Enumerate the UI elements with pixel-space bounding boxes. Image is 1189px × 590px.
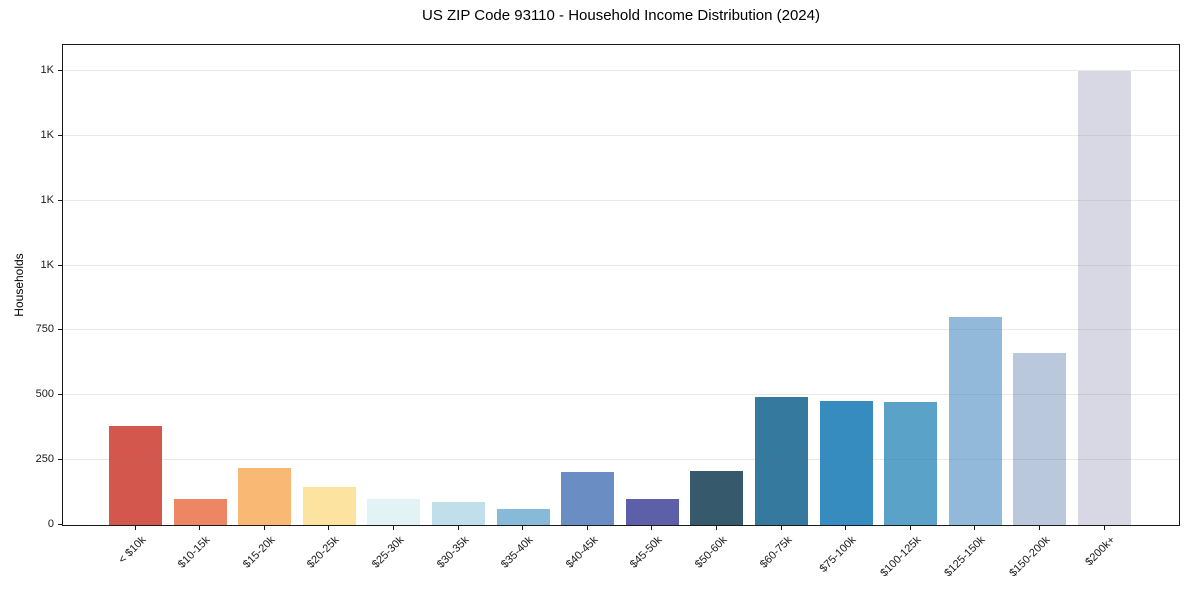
gridline [63, 394, 1179, 396]
y-tick-label: 250 [35, 453, 54, 466]
x-tick-label: $45-50k [628, 534, 665, 571]
x-tick-mark [392, 526, 394, 530]
y-tick-label: 1K [40, 128, 54, 141]
bar-$125-150k [948, 317, 1002, 525]
x-tick-label: $20-25k [305, 534, 342, 571]
y-tick-mark [58, 134, 62, 136]
bar-$40-45k [561, 471, 615, 525]
x-tick-mark [651, 526, 653, 530]
x-tick-mark [263, 526, 265, 530]
gridline [63, 199, 1179, 201]
bar-$200k+ [1078, 70, 1131, 525]
x-tick-mark [457, 526, 459, 530]
bar-$25-30k [367, 499, 421, 525]
x-tick-label: $150-200k [1007, 534, 1053, 580]
y-tick-mark [58, 329, 62, 331]
x-tick-mark [845, 526, 847, 530]
x-tick-mark [522, 526, 524, 530]
chart-title: US ZIP Code 93110 - Household Income Dis… [422, 7, 820, 24]
x-tick-mark [328, 526, 330, 530]
bar-$150-200k [1013, 352, 1067, 525]
bar-$100-125k [884, 401, 938, 525]
bar-$50-60k [690, 470, 744, 525]
x-tick-label: $60-75k [757, 534, 794, 571]
bar-< $10k [109, 426, 162, 525]
y-tick-label: 750 [35, 323, 54, 336]
bar-$30-35k [432, 501, 485, 525]
y-tick-mark [58, 524, 62, 525]
x-tick-mark [909, 526, 911, 530]
y-tick-label: 0 [47, 518, 54, 530]
x-tick-mark [134, 526, 136, 530]
x-tick-mark [715, 526, 717, 530]
x-tick-label: < $10k [115, 534, 148, 567]
bar-$60-75k [755, 396, 808, 525]
bar-$15-20k [238, 467, 292, 525]
y-tick-mark [58, 394, 62, 396]
plot-area [62, 44, 1180, 526]
y-tick-mark [58, 69, 62, 71]
y-tick-mark [58, 459, 62, 461]
x-tick-label: $10-15k [175, 534, 213, 571]
bar-$45-50k [625, 499, 679, 525]
y-tick-mark [58, 199, 62, 201]
x-tick-label: $125-150k [942, 534, 988, 580]
x-tick-mark [586, 526, 588, 530]
bar-$10-15k [173, 499, 227, 525]
x-tick-label: $15-20k [240, 534, 278, 571]
x-tick-label: $35-40k [498, 534, 536, 571]
bar-$35-40k [496, 509, 550, 525]
x-tick-label: $40-45k [563, 534, 601, 571]
gridline [63, 459, 1179, 461]
gridline [63, 134, 1179, 136]
x-tick-label: $200k+ [1082, 534, 1117, 569]
x-tick-mark [199, 526, 201, 530]
bar-$75-100k [819, 400, 873, 525]
x-tick-mark [780, 526, 782, 530]
bar-$20-25k [302, 487, 356, 525]
x-tick-label: $100-125k [877, 534, 924, 580]
gridline [63, 329, 1179, 331]
y-tick-label: 1K [40, 63, 54, 76]
x-tick-mark [1038, 526, 1040, 530]
x-tick-label: $25-30k [369, 534, 407, 571]
x-tick-mark [1103, 526, 1105, 530]
y-tick-label: 500 [35, 388, 54, 401]
y-tick-mark [58, 264, 62, 266]
y-tick-label: 1K [40, 193, 54, 206]
gridline [63, 264, 1179, 266]
x-tick-label: $50-60k [692, 534, 730, 571]
x-tick-mark [974, 526, 976, 530]
x-tick-label: $75-100k [817, 534, 859, 575]
y-tick-label: 1K [40, 258, 54, 271]
gridline [63, 69, 1179, 71]
x-tick-label: $30-35k [434, 534, 471, 571]
